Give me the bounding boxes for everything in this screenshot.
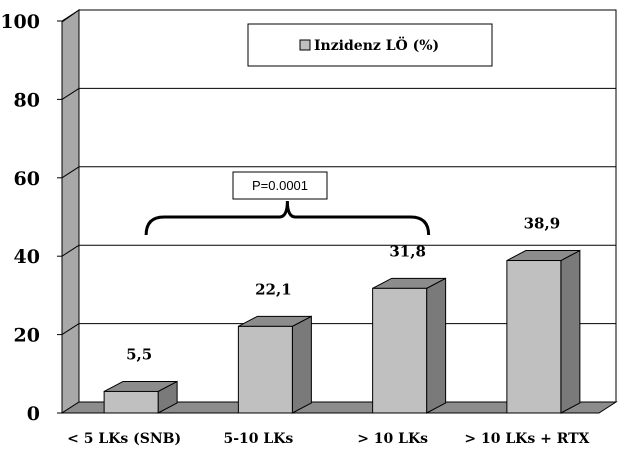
bar-side-3 xyxy=(560,249,581,414)
bar-front-1 xyxy=(237,325,293,414)
x-axis-labels: < 5 LKs (SNB) 5-10 LKs > 10 LKs > 10 LKs + … xyxy=(67,431,589,447)
bar-1 xyxy=(237,315,312,414)
bar-front-0 xyxy=(103,390,159,414)
value-labels: 5,5 22,1 31,8 38,9 xyxy=(126,215,560,364)
y-tick-label-80: 80 xyxy=(14,89,40,111)
legend-box xyxy=(247,23,493,67)
gridline-depth-100 xyxy=(61,9,80,22)
y-tick-label-100: 100 xyxy=(0,11,40,33)
gridline-depth-20 xyxy=(61,323,80,336)
bar-front-2 xyxy=(372,287,428,414)
gridlines xyxy=(61,9,616,336)
bar-2 xyxy=(372,277,447,414)
gridline-depth-80 xyxy=(61,87,80,100)
y-tick-label-60: 60 xyxy=(14,168,40,190)
legend-swatch xyxy=(299,39,311,51)
annotation-box xyxy=(232,171,328,200)
value-label-3: 38,9 xyxy=(524,215,561,233)
x-tick-label-3: > 10 LKs + RTX xyxy=(464,431,589,447)
x-tick-label-1: 5-10 LKs xyxy=(223,431,293,447)
x-tick-label-2: > 10 LKs xyxy=(357,431,428,447)
y-tick-label-20: 20 xyxy=(14,325,40,347)
legend-label: Inzidenz LÖ (%) xyxy=(314,35,439,54)
value-label-0: 5,5 xyxy=(126,345,152,363)
bar-0 xyxy=(103,380,178,414)
annotation-text: P=0.0001 xyxy=(252,178,308,193)
y-tick-label-40: 40 xyxy=(14,246,40,268)
value-label-2: 31,8 xyxy=(389,242,426,260)
legend: Inzidenz LÖ (%) xyxy=(247,23,493,67)
bars xyxy=(103,249,581,414)
gridline-depth-60 xyxy=(61,166,80,179)
significance-annotation: P=0.0001 xyxy=(144,171,431,236)
bar-3 xyxy=(506,249,581,414)
x-tick-label-0: < 5 LKs (SNB) xyxy=(67,431,181,447)
chart-walls xyxy=(60,9,618,414)
y-axis-ticks: 0 20 40 60 80 100 xyxy=(0,11,62,425)
y-tick-label-0: 0 xyxy=(27,403,40,425)
bar-front-3 xyxy=(506,260,562,414)
bar-side-1 xyxy=(291,315,312,414)
significance-brace xyxy=(144,200,431,236)
bar-side-2 xyxy=(426,277,447,414)
left-wall xyxy=(61,9,80,414)
gridline-depth-40 xyxy=(61,244,80,257)
value-label-1: 22,1 xyxy=(255,280,292,298)
